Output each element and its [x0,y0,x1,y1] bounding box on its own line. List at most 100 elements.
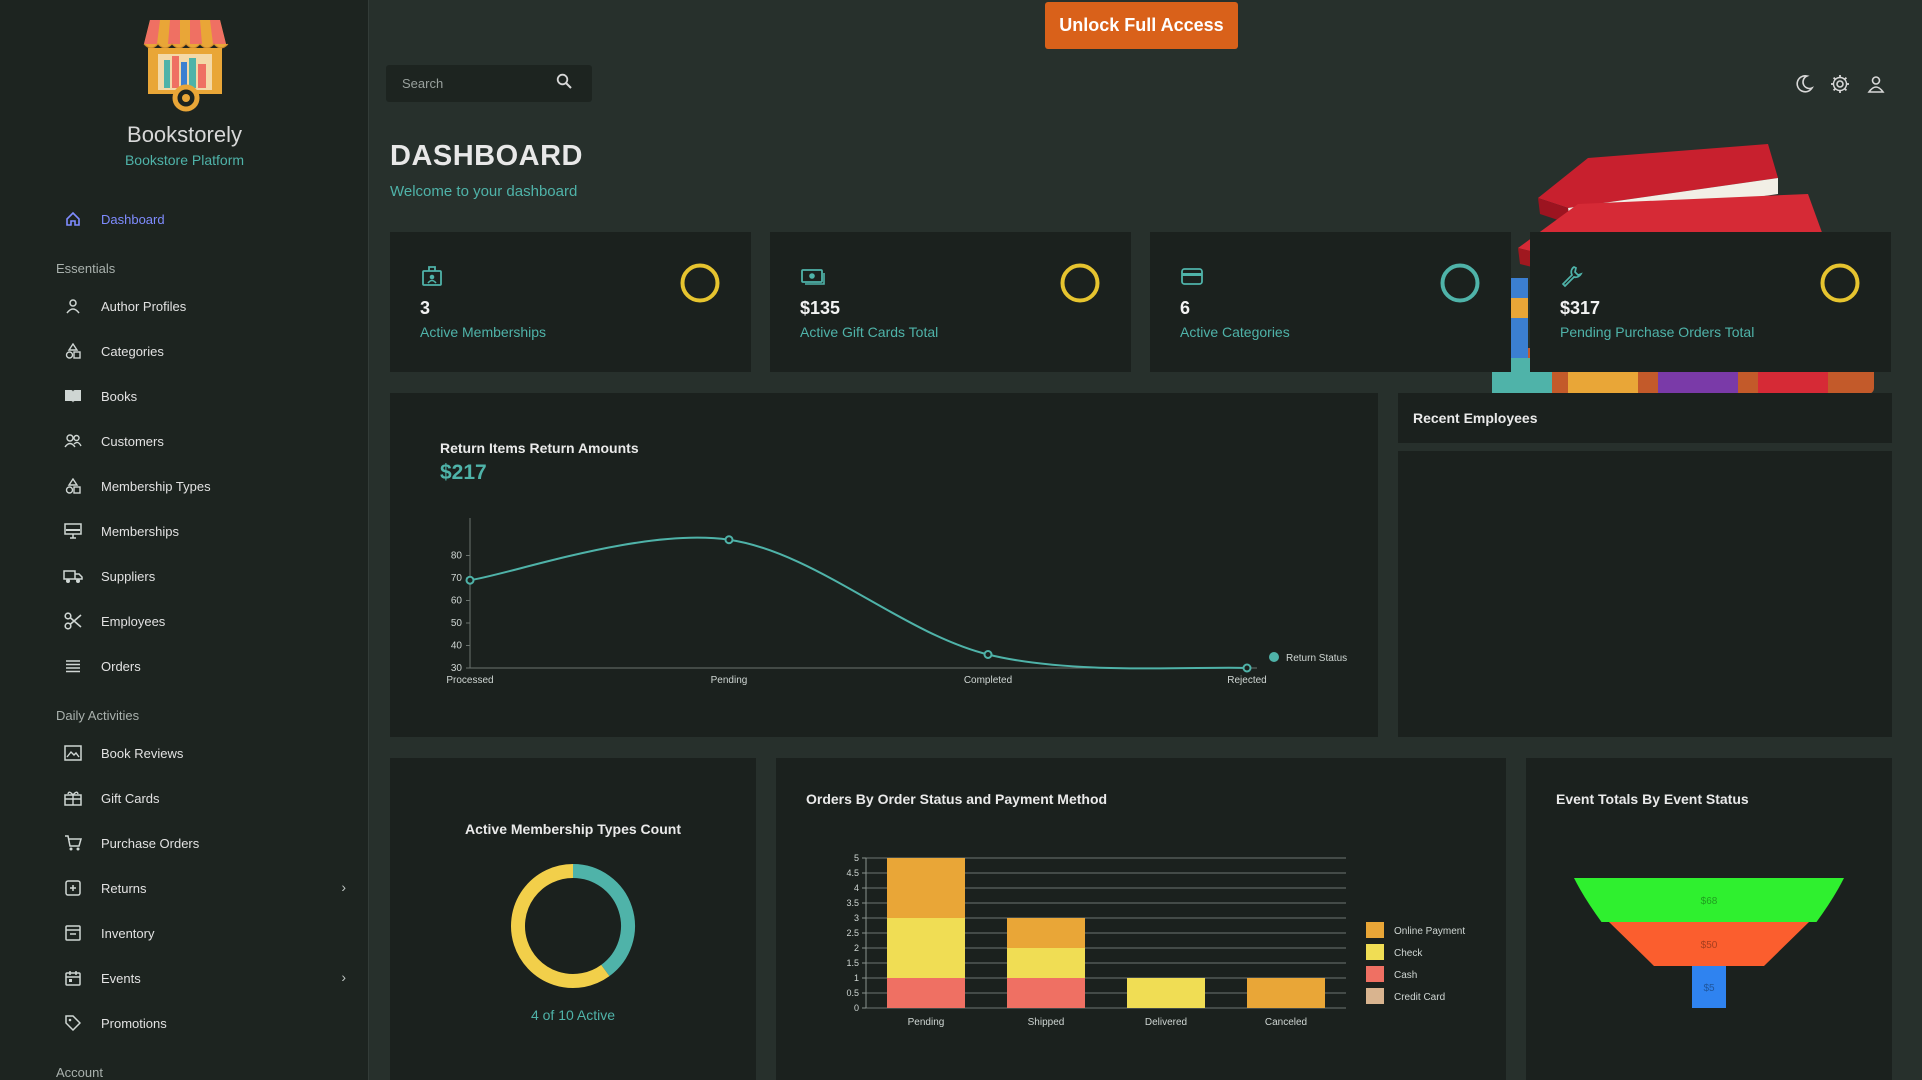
orders-stacked-bar-chart: 0 0.5 1 1.5 2 2.5 3 3.5 4 4.5 5 Pending Shipped Deliv… [846,853,1465,1028]
legend-swatch [1366,944,1384,960]
bar-segment [1007,918,1085,948]
y-tick-label: 4 [854,883,859,893]
return-line-chart: 30 40 50 60 70 80 Processed Pending Completed Rej… [446,518,1347,686]
sidebar-item-suppliers[interactable]: Suppliers [62,563,358,589]
sidebar-item-categories[interactable]: Categories [62,338,358,364]
legend-label: Check [1394,948,1423,959]
sidebar-item-gift-cards[interactable]: Gift Cards [62,785,358,811]
bookstore-logo [143,20,228,112]
tag-icon [62,1013,84,1033]
stat-label: Pending Purchase Orders Total [1560,324,1755,340]
sidebar-item-label: Memberships [101,523,180,539]
x-tick-label: Canceled [1265,1017,1307,1028]
cash-icon [800,264,825,288]
return-icon [62,878,84,898]
users-icon [62,431,84,451]
events-funnel-chart: $68 $50 $5 [1574,878,1844,1008]
stat-value: 3 [420,298,431,318]
stat-value: $317 [1560,298,1601,318]
chart-title: Event Totals By Event Status [1556,791,1749,807]
y-tick-label: 1 [854,973,859,983]
sidebar-item-promotions[interactable]: Promotions [62,1010,358,1036]
legend-swatch [1366,922,1384,938]
donut-slice [572,864,635,977]
sidebar-item-inventory[interactable]: Inventory [62,920,358,946]
stat-label: Active Memberships [420,324,547,340]
y-tick-label: 0 [854,1003,859,1013]
sidebar-item-author-profiles[interactable]: Author Profiles [62,293,358,319]
search-input[interactable] [386,76,556,91]
events-funnel-panel: Event Totals By Event Status $68 $50 $5 [1526,758,1892,1080]
search-icon[interactable] [556,73,572,94]
progress-ring [1820,263,1860,303]
stat-card-pending-purchase-orders[interactable]: $317 Pending Purchase Orders Total [1530,232,1891,372]
sidebar-item-label: Books [101,388,138,404]
bar-segment [1127,978,1205,1008]
sidebar-item-returns[interactable]: Returns › [62,875,358,901]
sidebar-item-employees[interactable]: Employees [62,608,358,634]
sidebar-item-events[interactable]: Events › [62,965,358,991]
y-tick-label: 70 [451,573,463,584]
x-tick-label: Processed [446,675,493,686]
section-account: Account [56,1065,103,1080]
unlock-full-access-button[interactable]: Unlock Full Access [1045,2,1238,49]
funnel-label: $68 [1701,896,1718,907]
orders-chart-panel: Orders By Order Status and Payment Metho… [776,758,1506,1080]
cart-icon [62,833,84,853]
sidebar-item-label: Categories [101,343,164,359]
sidebar-item-label: Promotions [101,1015,167,1031]
user-profile-icon[interactable] [1866,74,1886,94]
chevron-right-icon[interactable]: › [341,879,346,895]
sidebar-item-label: Suppliers [101,568,156,584]
y-tick-label: 80 [451,551,463,562]
badge-icon [420,264,444,288]
image-icon [62,743,84,763]
sidebar-item-label: Customers [101,433,164,449]
sidebar-item-orders[interactable]: Orders [62,653,358,679]
sidebar-item-customers[interactable]: Customers [62,428,358,454]
stat-value: 6 [1180,298,1191,318]
moon-icon[interactable] [1794,74,1814,94]
progress-ring [1060,263,1100,303]
legend-swatch [1366,966,1384,982]
data-point [1242,663,1252,673]
y-tick-label: 5 [854,853,859,863]
return-amounts-panel: Return Items Return Amounts $217 30 40 50 6… [390,393,1378,737]
search-box [386,65,592,102]
recent-employees-list [1398,451,1892,737]
y-tick-label: 1.5 [846,958,859,968]
sidebar-item-label: Gift Cards [101,790,160,806]
chevron-right-icon[interactable]: › [341,969,346,985]
book-icon [62,386,84,406]
legend-label: Cash [1394,970,1417,981]
sidebar-item-label: Employees [101,613,166,629]
shapes-icon [62,476,84,496]
sidebar-item-purchase-orders[interactable]: Purchase Orders [62,830,358,856]
sidebar-item-book-reviews[interactable]: Book Reviews [62,740,358,766]
scissors-icon [62,611,84,631]
data-point [983,650,993,659]
sidebar-item-label: Purchase Orders [101,835,200,851]
sidebar-item-memberships[interactable]: Memberships [62,518,358,544]
sidebar-item-dashboard[interactable]: Dashboard [62,206,358,232]
bar-segment [1007,978,1085,1008]
gear-icon[interactable] [1830,74,1850,94]
series-line [469,536,1248,670]
stat-card-gift-cards-total[interactable]: $135 Active Gift Cards Total [770,232,1131,372]
funnel-segment [1574,878,1844,922]
stat-label: Active Categories [1180,324,1290,340]
sidebar-item-membership-types[interactable]: Membership Types [62,473,358,499]
sidebar-item-label: Orders [101,658,141,674]
stat-value: $135 [800,298,841,318]
progress-ring [1440,263,1480,303]
legend-swatch [1269,652,1279,662]
sidebar-item-books[interactable]: Books [62,383,358,409]
stat-card-active-categories[interactable]: 6 Active Categories [1150,232,1511,372]
progress-ring [680,263,720,303]
x-tick-label: Completed [964,675,1012,686]
membership-donut-chart [511,864,635,988]
section-essentials: Essentials [56,261,116,276]
stat-card-active-memberships[interactable]: 3 Active Memberships [390,232,751,372]
chart-title: Return Items Return Amounts [440,440,639,456]
bar-segment [1247,978,1325,1008]
